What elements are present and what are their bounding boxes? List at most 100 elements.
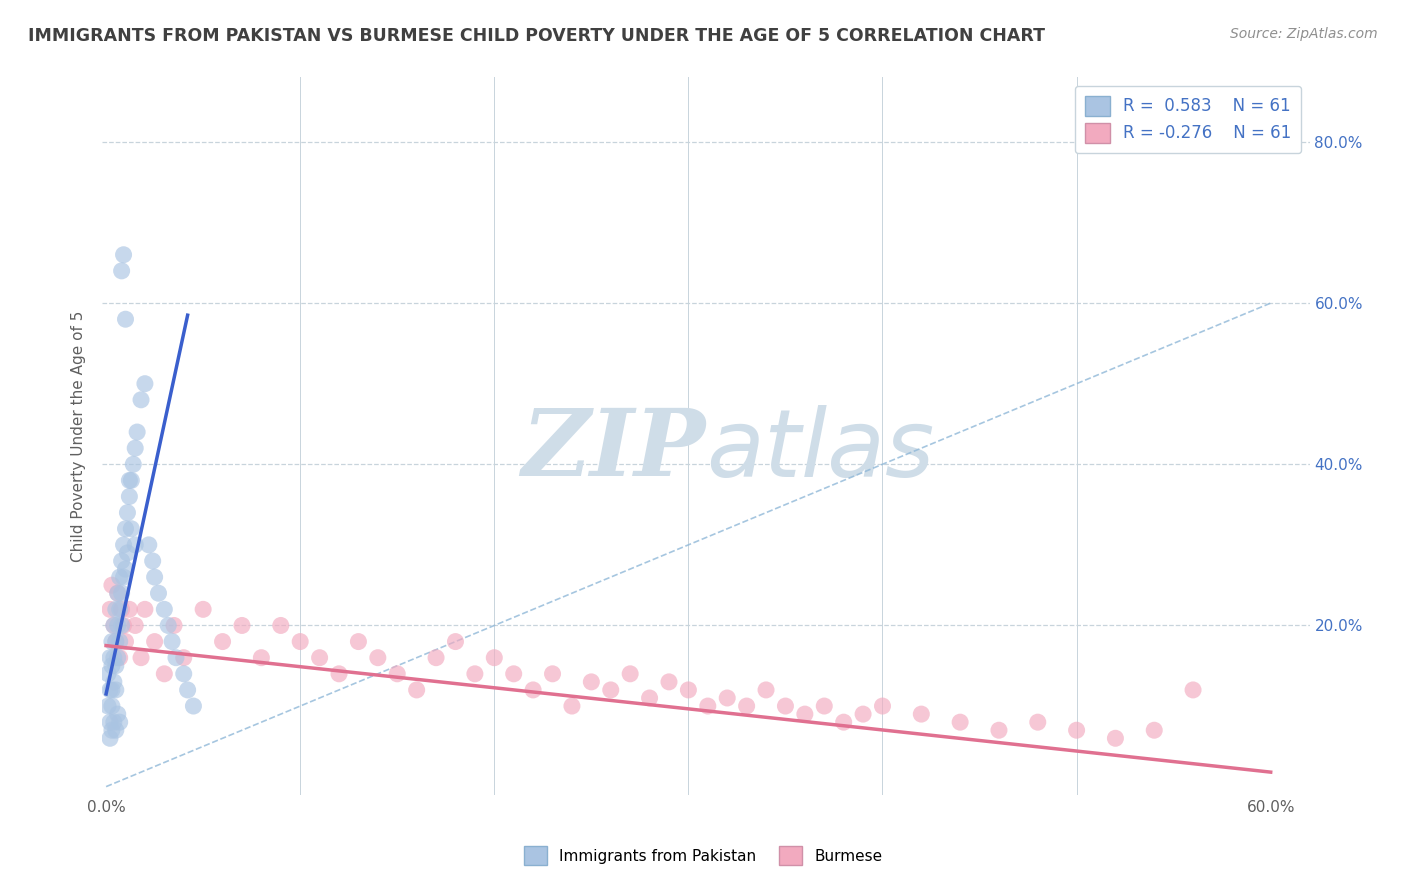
Point (97, 699, 120, 714)
Point (755, 682, 778, 697)
Point (157, 618, 180, 632)
Legend: R =  0.583    N = 61, R = -0.276    N = 61: R = 0.583 N = 61, R = -0.276 N = 61 (1074, 86, 1301, 153)
Point (1066, 723, 1088, 738)
Point (112, 570, 135, 584)
Point (101, 578, 124, 592)
Legend: Immigrants from Pakistan, Burmese: Immigrants from Pakistan, Burmese (517, 840, 889, 871)
Point (793, 707, 815, 722)
Point (599, 682, 621, 697)
Point (832, 715, 855, 730)
Point (108, 634, 131, 648)
Point (101, 723, 124, 738)
Point (367, 650, 389, 665)
Point (104, 658, 127, 673)
Point (107, 707, 129, 722)
Point (1143, 723, 1166, 738)
Point (112, 618, 135, 632)
Point (104, 723, 127, 738)
Point (231, 618, 253, 632)
Point (173, 650, 195, 665)
Point (104, 602, 127, 616)
Point (101, 682, 124, 697)
Point (1104, 731, 1126, 746)
Point (122, 457, 145, 471)
Point (129, 650, 152, 665)
Point (112, 538, 135, 552)
Point (191, 602, 214, 616)
Point (98, 650, 121, 665)
Point (108, 570, 131, 584)
Point (561, 699, 583, 714)
Point (176, 682, 198, 697)
Point (290, 634, 312, 648)
Point (101, 658, 124, 673)
Point (328, 666, 350, 681)
Point (111, 554, 134, 568)
Point (638, 690, 661, 705)
Text: atlas: atlas (706, 405, 934, 496)
Point (173, 666, 195, 681)
Text: Source: ZipAtlas.com: Source: ZipAtlas.com (1230, 27, 1378, 41)
Point (658, 674, 681, 689)
Point (813, 699, 835, 714)
Point (735, 699, 758, 714)
Point (118, 474, 141, 488)
Point (117, 506, 139, 520)
Point (347, 634, 370, 648)
Point (211, 634, 233, 648)
Point (1026, 715, 1049, 730)
Point (143, 570, 166, 584)
Point (114, 312, 136, 326)
Point (387, 666, 409, 681)
Point (142, 554, 165, 568)
Y-axis label: Child Poverty Under the Age of 5: Child Poverty Under the Age of 5 (72, 310, 86, 562)
Point (872, 699, 894, 714)
Point (183, 699, 205, 714)
Point (502, 666, 524, 681)
Point (541, 666, 564, 681)
Point (114, 522, 136, 536)
Point (112, 248, 135, 262)
Point (148, 586, 170, 600)
Point (160, 634, 183, 648)
Point (111, 264, 134, 278)
Point (111, 602, 134, 616)
Point (138, 538, 160, 552)
Point (117, 546, 139, 560)
Point (103, 618, 125, 632)
Point (444, 634, 467, 648)
Point (98, 602, 121, 616)
Point (111, 586, 134, 600)
Point (107, 586, 129, 600)
Point (619, 666, 641, 681)
Point (97, 666, 120, 681)
Point (405, 682, 427, 697)
Point (124, 441, 146, 455)
Point (118, 602, 141, 616)
Text: ZIP: ZIP (522, 406, 706, 495)
Point (581, 674, 603, 689)
Point (103, 618, 125, 632)
Point (852, 707, 875, 722)
Point (143, 634, 166, 648)
Point (104, 634, 127, 648)
Point (716, 690, 738, 705)
Point (104, 634, 127, 648)
Point (949, 715, 972, 730)
Point (111, 618, 134, 632)
Point (484, 650, 506, 665)
Point (98, 682, 121, 697)
Point (120, 522, 142, 536)
Point (118, 490, 141, 504)
Point (464, 666, 486, 681)
Point (108, 602, 131, 616)
Point (678, 682, 700, 697)
Point (107, 618, 129, 632)
Point (107, 650, 129, 665)
Point (127, 425, 149, 439)
Point (522, 682, 544, 697)
Point (120, 474, 142, 488)
Point (696, 699, 718, 714)
Point (103, 650, 125, 665)
Point (153, 666, 176, 681)
